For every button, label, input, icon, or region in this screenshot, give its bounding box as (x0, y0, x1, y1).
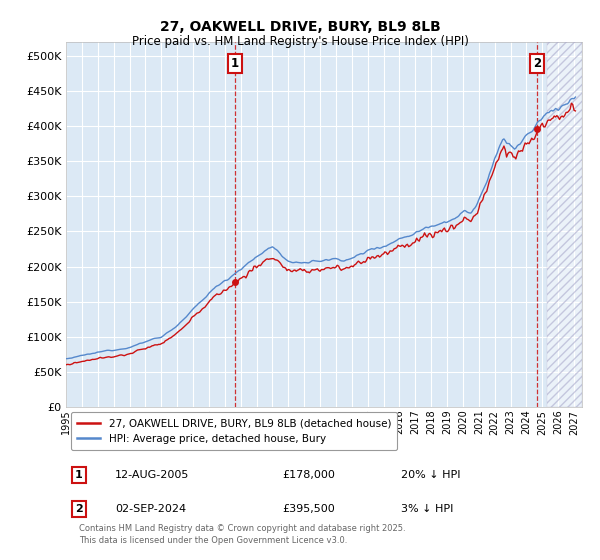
Text: £178,000: £178,000 (283, 470, 335, 480)
Text: 3% ↓ HPI: 3% ↓ HPI (401, 504, 454, 514)
Text: 02-SEP-2024: 02-SEP-2024 (115, 504, 186, 514)
Text: £395,500: £395,500 (283, 504, 335, 514)
Text: 20% ↓ HPI: 20% ↓ HPI (401, 470, 461, 480)
Legend: 27, OAKWELL DRIVE, BURY, BL9 8LB (detached house), HPI: Average price, detached : 27, OAKWELL DRIVE, BURY, BL9 8LB (detach… (71, 412, 397, 450)
Text: 27, OAKWELL DRIVE, BURY, BL9 8LB: 27, OAKWELL DRIVE, BURY, BL9 8LB (160, 20, 440, 34)
Text: Contains HM Land Registry data © Crown copyright and database right 2025.
This d: Contains HM Land Registry data © Crown c… (79, 524, 406, 544)
Text: 12-AUG-2005: 12-AUG-2005 (115, 470, 190, 480)
Text: 2: 2 (75, 504, 83, 514)
Text: 1: 1 (230, 57, 239, 69)
Text: 1: 1 (75, 470, 83, 480)
Text: Price paid vs. HM Land Registry's House Price Index (HPI): Price paid vs. HM Land Registry's House … (131, 35, 469, 48)
Text: 2: 2 (533, 57, 541, 69)
